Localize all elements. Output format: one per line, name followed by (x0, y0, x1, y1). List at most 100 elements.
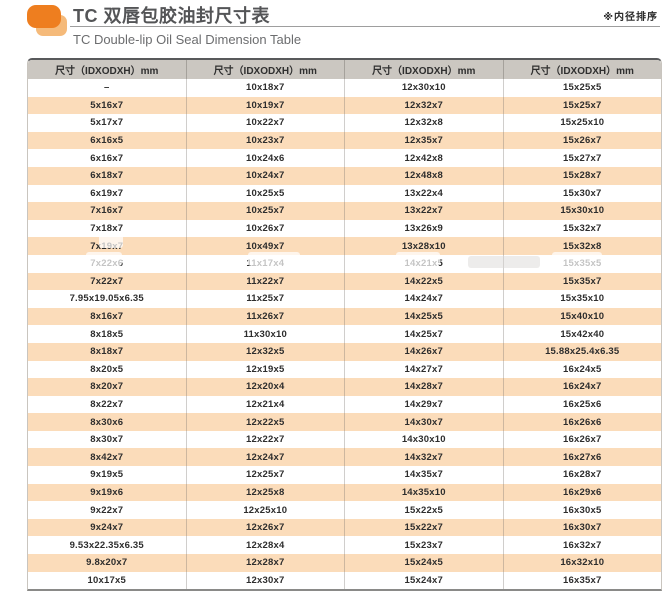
table-row: 9x22x7 12x25x10 15x22x5 16x30x5 (28, 501, 661, 519)
size-cell: 10x25x5 (187, 184, 345, 203)
size-cell: 10x49x7 (187, 237, 345, 255)
table-row: 8x16x7 11x26x7 14x25x5 15x40x10 (28, 307, 661, 326)
size-cell: 14x21x5 (345, 254, 504, 273)
size-cell: 7x19x7 (28, 237, 187, 255)
size-cell: 5x17x7 (28, 114, 187, 132)
size-cell: 10x24x6 (187, 149, 345, 167)
size-cell: 15x25x5 (563, 82, 602, 94)
table-row: 7x16x7 10x25x7 13x22x7 15x30x10 (28, 202, 661, 220)
size-cell: 12x25x10 (187, 501, 345, 519)
size-cell: 12x22x5 (187, 413, 345, 431)
size-cell: 14x26x7 (345, 342, 504, 361)
table-row: 10x17x5 12x30x7 15x24x7 16x35x7 (28, 571, 661, 590)
size-cell: 12x26x7 (187, 518, 345, 537)
size-cell: 9x19x6 (28, 483, 187, 502)
size-cell: 8x16x7 (28, 307, 187, 326)
size-cell: 13x22x7 (345, 202, 504, 220)
size-cell: 8x20x7 (28, 378, 187, 396)
table-row: 9.8x20x7 12x28x7 15x24x5 16x32x10 (28, 554, 661, 572)
table-row: 6x16x5 10x23x7 12x35x7 15x26x7 (28, 131, 661, 150)
size-cell: 10x26x7 (187, 219, 345, 238)
size-cell: 12x19x5 (187, 360, 345, 379)
size-cell: 12x25x8 (187, 483, 345, 502)
column-header: 尺寸（IDXODXH）mm (28, 60, 187, 79)
size-cell: 8x42x7 (28, 448, 187, 467)
size-cell: 15x42x40 (560, 328, 605, 340)
table-row: 6x19x7 10x25x5 13x22x4 15x30x7 (28, 184, 661, 203)
title-divider (70, 26, 660, 27)
size-cell: 10x17x5 (28, 571, 187, 590)
size-cell: 9.53x22.35x6.35 (28, 536, 187, 555)
table-row: 8x30x6 12x22x5 14x30x7 16x26x6 (28, 413, 661, 431)
size-cell: 14x25x5 (345, 307, 504, 326)
size-cell: 16x26x7 (563, 434, 602, 446)
size-cell: 7.95x19.05x6.35 (28, 290, 187, 308)
table-row: 9x19x5 12x25x7 14x35x7 16x28x7 (28, 466, 661, 484)
table-row: 9x24x7 12x26x7 15x22x7 16x30x7 (28, 518, 661, 537)
table-row: 7x18x7 10x26x7 13x26x9 15x32x7 (28, 219, 661, 238)
size-cell: 10x22x7 (187, 114, 345, 132)
table-row: 8x22x7 12x21x4 14x29x7 16x25x6 (28, 395, 661, 414)
brand-logo-icon (27, 4, 69, 40)
size-cell: 7x18x7 (28, 219, 187, 238)
size-cell: 8x30x6 (28, 413, 187, 431)
size-cell: 16x24x5 (563, 363, 602, 375)
size-cell: 11x22x7 (187, 272, 345, 291)
size-cell: 15x25x7 (563, 99, 602, 111)
size-cell: 6x19x7 (28, 184, 187, 203)
size-cell: 13x28x10 (345, 237, 504, 255)
size-cell: 14x30x10 (345, 430, 504, 449)
size-cell: 11x17x4 (187, 254, 345, 273)
size-cell: 9x19x5 (28, 466, 187, 484)
table-row: 9.53x22.35x6.35 12x28x4 15x23x7 16x32x7 (28, 536, 661, 555)
size-cell: 16x24x7 (563, 381, 602, 393)
table-row: 9x19x6 12x25x8 14x35x10 16x29x6 (28, 483, 661, 502)
size-cell: 15x30x7 (563, 187, 602, 199)
size-cell: 16x32x10 (560, 557, 605, 569)
size-cell: 6x16x5 (28, 131, 187, 150)
size-cell: 14x35x10 (345, 483, 504, 502)
size-cell: 12x32x5 (187, 342, 345, 361)
size-cell: 14x24x7 (345, 290, 504, 308)
size-cell: 5x16x7 (28, 96, 187, 115)
size-cell: 14x30x7 (345, 413, 504, 431)
size-cell: 15x24x7 (345, 571, 504, 590)
size-cell: 12x22x7 (187, 430, 345, 449)
size-cell: 12x28x7 (187, 554, 345, 572)
size-cell: 16x26x6 (563, 416, 602, 428)
size-cell: 12x24x7 (187, 448, 345, 467)
size-cell: 16x27x6 (563, 451, 602, 463)
size-cell: 7x22x6 (28, 254, 187, 273)
logo-front-shape-icon (27, 5, 61, 28)
size-cell: 7x16x7 (28, 202, 187, 220)
size-cell: 9.8x20x7 (28, 554, 187, 572)
column-header: 尺寸（IDXODXH）mm (530, 66, 634, 77)
size-cell: 8x18x5 (28, 325, 187, 343)
sort-note: ※内径排序 (603, 12, 658, 23)
size-cell: 15x22x7 (345, 518, 504, 537)
table-body: –10x18x7 12x30x10 15x25x5 5x16x7 10x19x7 12x3… (28, 79, 661, 590)
size-cell: 11x26x7 (187, 307, 345, 326)
table-row: 8x20x7 12x20x4 14x28x7 16x24x7 (28, 378, 661, 396)
size-cell: 12x28x4 (187, 536, 345, 555)
size-cell: 11x30x10 (187, 325, 345, 343)
size-cell: 15x26x7 (563, 135, 602, 147)
table-row: 5x16x7 10x19x7 12x32x7 15x25x7 (28, 96, 661, 115)
table-row: 5x17x7 10x22x7 12x32x8 15x25x10 (28, 114, 661, 132)
size-cell: 15x24x5 (345, 554, 504, 572)
table-row: 8x18x5 11x30x10 14x25x7 15x42x40 (28, 325, 661, 343)
size-cell: 16x32x7 (563, 539, 602, 551)
size-cell: 15x22x5 (345, 501, 504, 519)
size-cell: 12x30x7 (187, 571, 345, 590)
size-cell: 12x42x8 (345, 149, 504, 167)
size-cell: 15x35x10 (560, 293, 605, 305)
column-header: 尺寸（IDXODXH）mm (187, 60, 345, 79)
size-cell: 14x29x7 (345, 395, 504, 414)
size-cell: 12x48x8 (345, 166, 504, 185)
size-cell: 14x22x5 (345, 272, 504, 291)
size-cell: 16x29x6 (563, 486, 602, 498)
size-cell: 14x28x7 (345, 378, 504, 396)
size-cell: 16x35x7 (563, 574, 602, 586)
size-cell: 15x35x7 (563, 275, 602, 287)
size-cell: 15x32x7 (563, 223, 602, 235)
